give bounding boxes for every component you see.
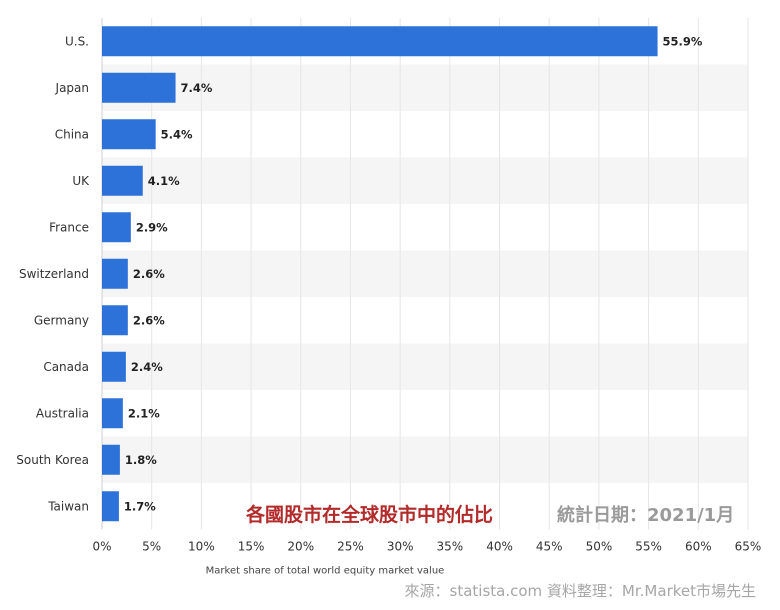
value-label: 2.9% [136, 220, 168, 234]
x-tick-label: 45% [536, 540, 563, 554]
category-label: Australia [36, 406, 89, 420]
x-tick-label: 55% [635, 540, 662, 554]
x-tick-label: 35% [437, 540, 464, 554]
x-axis-label: Market share of total world equity marke… [206, 566, 445, 577]
category-label: U.S. [65, 34, 89, 48]
value-label: 1.8% [125, 453, 157, 467]
bar [102, 212, 131, 243]
row-stripe [102, 343, 748, 390]
value-label: 5.4% [161, 127, 193, 141]
category-label: France [49, 220, 89, 234]
bar [102, 444, 120, 475]
grid-lines [101, 18, 749, 530]
source-note: 來源：statista.com 資料整理：Mr.Market市場先生 [404, 582, 756, 600]
category-label: Germany [34, 313, 89, 327]
x-tick-label: 40% [486, 540, 513, 554]
category-label: Japan [55, 81, 89, 95]
row-stripe [102, 436, 748, 483]
value-label: 2.1% [128, 406, 160, 420]
category-label: South Korea [16, 453, 89, 467]
row-stripes [102, 64, 748, 483]
category-labels: U.S. Japan China UK France Switzerland Germany… [16, 34, 90, 513]
bar [102, 165, 143, 196]
x-tick-labels: 0% 5% 10% 15% 20% 25% 30% 35% 40% 45% 50% 55% 60% 65% [92, 540, 761, 554]
value-label: 7.4% [181, 81, 213, 95]
category-label: Canada [43, 360, 89, 374]
bar [102, 119, 156, 150]
category-label: Taiwan [47, 499, 89, 513]
bar [102, 398, 123, 429]
x-tick-label: 60% [685, 540, 712, 554]
row-stripe [102, 157, 748, 204]
x-tick-label: 25% [337, 540, 364, 554]
chart-caption: 各國股市在全球股市中的佔比 [246, 504, 494, 526]
bars [102, 26, 658, 522]
x-tick-label: 10% [188, 540, 215, 554]
bar [102, 258, 128, 289]
x-tick-label: 30% [387, 540, 414, 554]
bar [102, 491, 119, 522]
x-tick-label: 65% [735, 540, 762, 554]
bar [102, 351, 126, 382]
x-tick-label: 0% [92, 540, 111, 554]
value-label: 55.9% [663, 34, 703, 48]
bar [102, 26, 658, 57]
x-tick-label: 50% [586, 540, 613, 554]
value-labels: 55.9% 7.4% 5.4% 4.1% 2.9% 2.6% 2.6% 2.4% 2.1% 1.8… [124, 34, 703, 513]
value-label: 2.6% [133, 267, 165, 281]
x-tick-label: 15% [238, 540, 265, 554]
row-stripe [102, 64, 748, 111]
category-label: China [55, 127, 89, 141]
x-tick-label: 20% [287, 540, 314, 554]
value-label: 4.1% [148, 174, 180, 188]
value-label: 2.4% [131, 360, 163, 374]
value-label: 2.6% [133, 313, 165, 327]
category-label: Switzerland [19, 267, 89, 281]
value-label: 1.7% [124, 499, 156, 513]
category-label: UK [72, 174, 90, 188]
row-stripe [102, 250, 748, 297]
bar [102, 72, 176, 103]
x-tick-label: 5% [142, 540, 161, 554]
date-note: 統計日期：2021/1月 [557, 505, 735, 526]
bar [102, 305, 128, 336]
